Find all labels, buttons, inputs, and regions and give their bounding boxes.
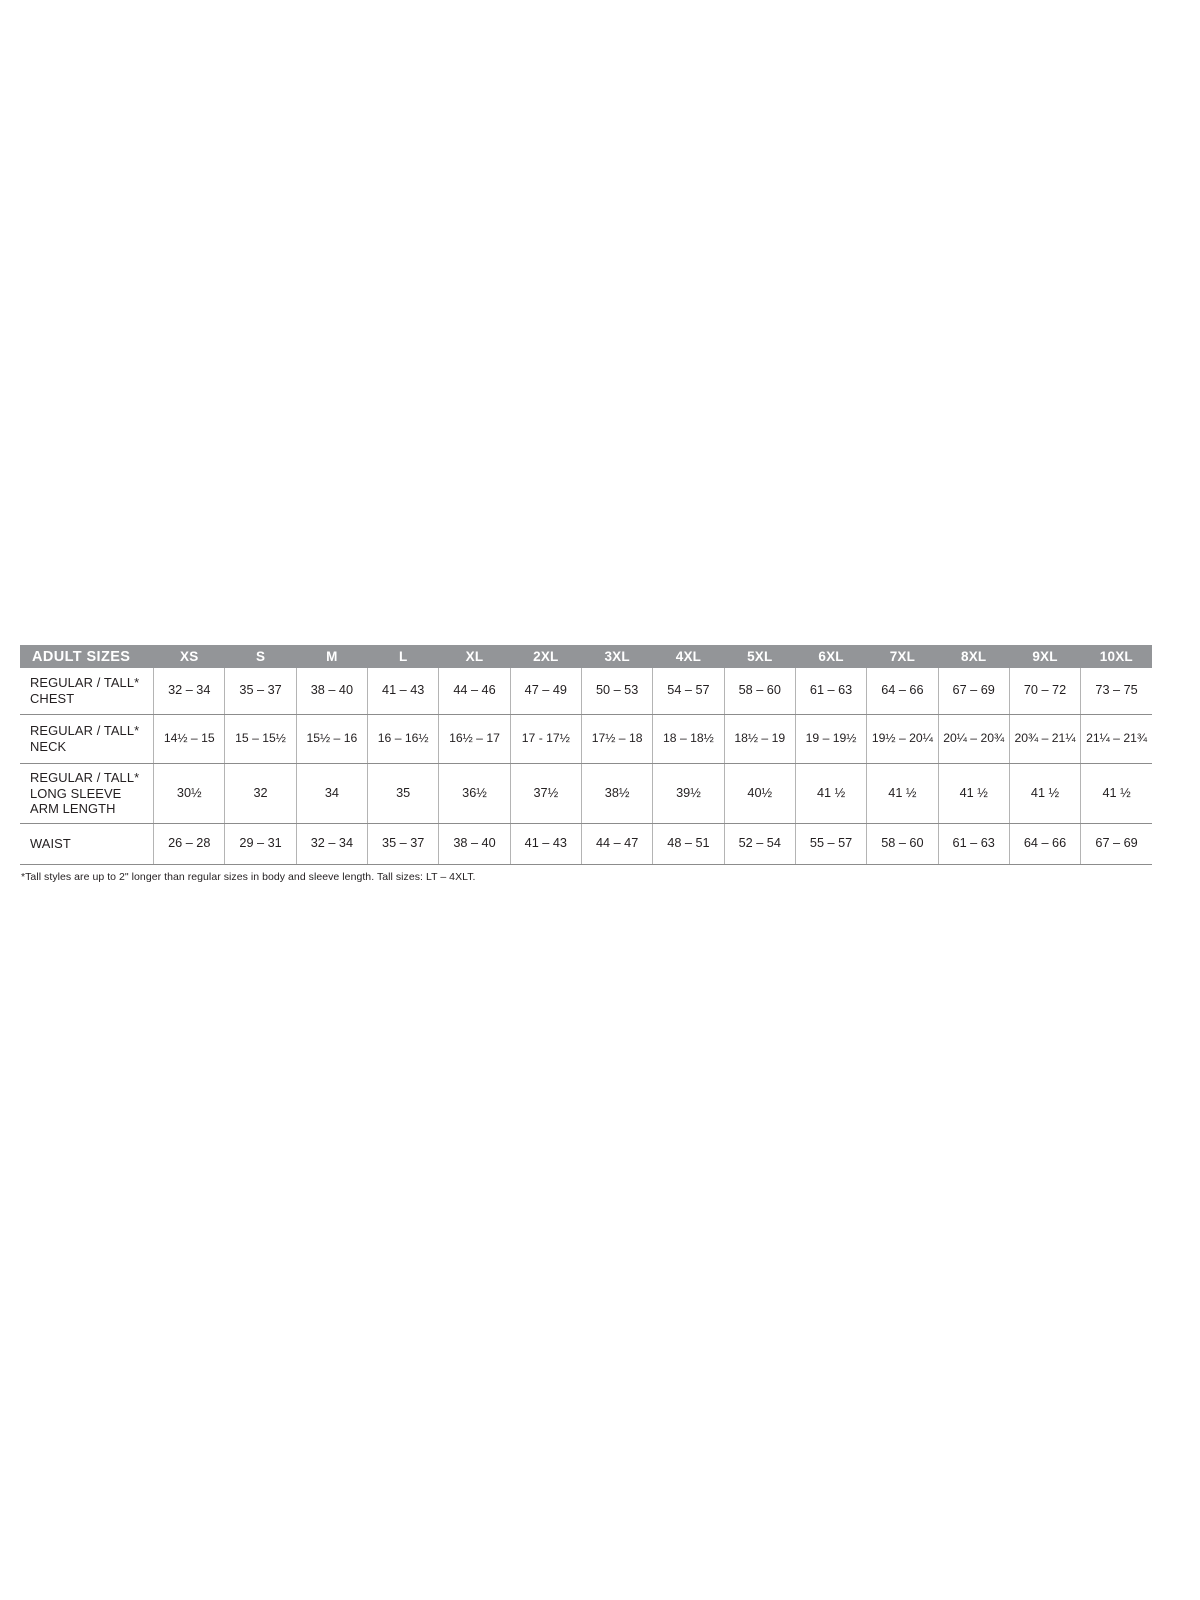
header-size-l: L [367,645,439,668]
header-size-7xl: 7XL [866,645,939,668]
header-adult-sizes: ADULT SIZES [20,645,154,668]
cell-waist-2xl: 41 – 43 [509,823,582,866]
table-header: ADULT SIZES XS S M L XL 2XL 3XL 4XL 5XL 6XL 7XL 8XL… [20,645,1152,668]
cell-long-sleeve-arm-length-s: 32 [224,763,297,825]
cell-chest-l: 41 – 43 [367,668,439,715]
cell-neck-7xl: 19½ – 20¼ [866,714,939,764]
footnote-text: *Tall styles are up to 2" longer than re… [21,871,476,884]
cell-chest-3xl: 50 – 53 [580,668,653,715]
header-size-2xl: 2XL [510,645,582,668]
cell-chest-xs: 32 – 34 [153,668,225,715]
cell-waist-4xl: 48 – 51 [652,823,725,866]
cell-long-sleeve-arm-length-4xl: 39½ [652,763,725,825]
cell-chest-m: 38 – 40 [295,668,368,715]
cell-neck-xl: 16½ – 17 [438,714,511,764]
size-chart-sheet: ADULT SIZES XS S M L XL 2XL 3XL 4XL 5XL 6XL 7XL 8XL… [20,645,1152,883]
cell-neck-m: 15½ – 16 [295,714,368,764]
header-size-8xl: 8XL [938,645,1010,668]
cell-neck-l: 16 – 16½ [367,714,439,764]
cell-chest-xl: 44 – 46 [438,668,511,715]
cell-long-sleeve-arm-length-6xl: 41 ½ [794,763,867,825]
cell-chest-9xl: 70 – 72 [1008,668,1081,715]
cell-long-sleeve-arm-length-m: 34 [295,763,368,825]
cell-neck-5xl: 18½ – 19 [723,714,796,764]
header-size-10xl: 10XL [1080,645,1152,668]
cell-long-sleeve-arm-length-xl: 36½ [438,763,511,825]
cell-waist-s: 29 – 31 [224,823,297,866]
cell-long-sleeve-arm-length-10xl: 41 ½ [1080,763,1152,825]
cell-waist-3xl: 44 – 47 [580,823,653,866]
cell-chest-7xl: 64 – 66 [866,668,939,715]
cell-waist-xs: 26 – 28 [153,823,225,866]
header-row: ADULT SIZES XS S M L XL 2XL 3XL 4XL 5XL 6XL 7XL 8XL… [20,645,1152,668]
cell-chest-10xl: 73 – 75 [1080,668,1152,715]
header-size-m: M [296,645,368,668]
cell-long-sleeve-arm-length-5xl: 40½ [723,763,796,825]
cell-neck-xs: 14½ – 15 [153,714,225,764]
cell-neck-9xl: 20¾ – 21¼ [1008,714,1081,764]
cell-chest-2xl: 47 – 49 [509,668,582,715]
table-row-neck: REGULAR / TALL* NECK 14½ – 15 15 – 15½ 15½ … [20,714,1152,764]
cell-chest-4xl: 54 – 57 [652,668,725,715]
cell-long-sleeve-arm-length-xs: 30½ [153,763,225,825]
cell-waist-5xl: 52 – 54 [723,823,796,866]
cell-long-sleeve-arm-length-8xl: 41 ½ [937,763,1010,825]
header-size-s: S [224,645,297,668]
cell-long-sleeve-arm-length-7xl: 41 ½ [866,763,939,825]
cell-chest-8xl: 67 – 69 [937,668,1010,715]
cell-neck-10xl: 21¼ – 21¾ [1080,714,1152,764]
row-label-neck: REGULAR / TALL* NECK [20,714,154,764]
cell-waist-m: 32 – 34 [295,823,368,866]
cell-waist-8xl: 61 – 63 [937,823,1010,866]
cell-waist-10xl: 67 – 69 [1080,823,1152,866]
header-size-xs: XS [153,645,225,668]
header-size-9xl: 9XL [1009,645,1081,668]
row-label-waist: WAIST [20,823,154,866]
cell-waist-7xl: 58 – 60 [866,823,939,866]
cell-waist-xl: 38 – 40 [438,823,511,866]
header-size-xl: XL [438,645,511,668]
cell-neck-s: 15 – 15½ [224,714,297,764]
header-size-3xl: 3XL [581,645,653,668]
row-label-long-sleeve-arm-length: REGULAR / TALL* LONG SLEEVE ARM LENGTH [20,763,154,825]
cell-neck-6xl: 19 – 19½ [794,714,867,764]
cell-long-sleeve-arm-length-2xl: 37½ [509,763,582,825]
table-body: REGULAR / TALL* CHEST 32 – 34 35 – 37 38 – … [20,668,1152,866]
adult-sizes-table: ADULT SIZES XS S M L XL 2XL 3XL 4XL 5XL 6XL 7XL 8XL… [20,645,1152,866]
header-size-5xl: 5XL [724,645,796,668]
cell-waist-6xl: 55 – 57 [794,823,867,866]
cell-neck-8xl: 20¼ – 20¾ [937,714,1010,764]
cell-waist-l: 35 – 37 [367,823,439,866]
row-label-chest: REGULAR / TALL* CHEST [20,668,154,715]
cell-long-sleeve-arm-length-l: 35 [367,763,439,825]
cell-chest-5xl: 58 – 60 [723,668,796,715]
cell-chest-s: 35 – 37 [224,668,297,715]
cell-long-sleeve-arm-length-9xl: 41 ½ [1008,763,1081,825]
header-size-4xl: 4XL [652,645,725,668]
cell-neck-3xl: 17½ – 18 [580,714,653,764]
cell-neck-2xl: 17 - 17½ [509,714,582,764]
cell-chest-6xl: 61 – 63 [794,668,867,715]
table-row-chest: REGULAR / TALL* CHEST 32 – 34 35 – 37 38 – … [20,668,1152,715]
header-size-6xl: 6XL [795,645,867,668]
table-row-long-sleeve-arm-length: REGULAR / TALL* LONG SLEEVE ARM LENGTH 30… [20,763,1152,825]
table-row-waist: WAIST 26 – 28 29 – 31 32 – 34 35 – 37 38 – 40… [20,823,1152,866]
cell-waist-9xl: 64 – 66 [1008,823,1081,866]
cell-neck-4xl: 18 – 18½ [652,714,725,764]
cell-long-sleeve-arm-length-3xl: 38½ [580,763,653,825]
